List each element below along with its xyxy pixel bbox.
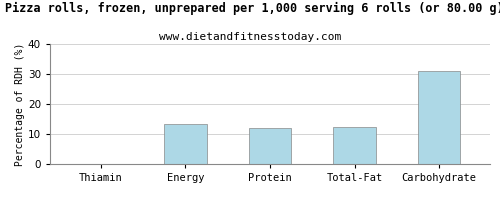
Bar	[164, 124, 206, 164]
Text: www.dietandfitnesstoday.com: www.dietandfitnesstoday.com	[159, 32, 341, 42]
Bar	[249, 128, 291, 164]
Y-axis label: Percentage of RDH (%): Percentage of RDH (%)	[15, 42, 25, 166]
Text: Pizza rolls, frozen, unprepared per 1,000 serving 6 rolls (or 80.00 g): Pizza rolls, frozen, unprepared per 1,00…	[5, 2, 500, 15]
Bar	[418, 71, 461, 164]
Bar	[334, 127, 376, 164]
